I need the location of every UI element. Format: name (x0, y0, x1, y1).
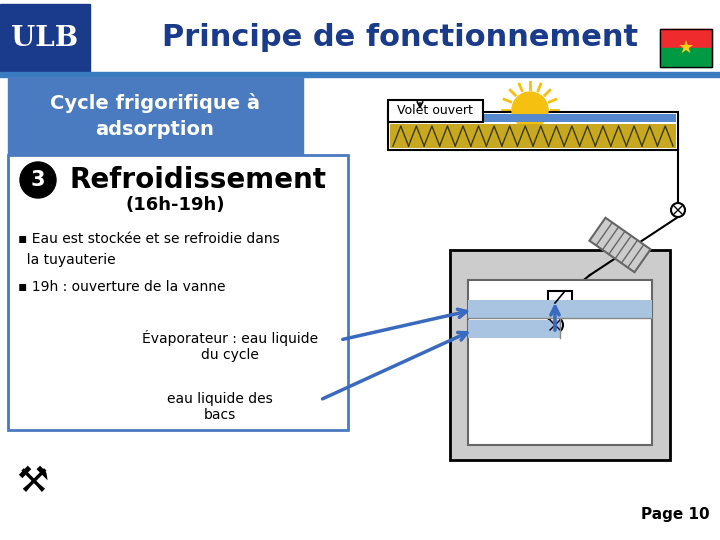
Bar (450, 250, 670, 460)
Bar (660, 29, 712, 67)
Bar (660, 29, 712, 48)
Text: ULB: ULB (12, 24, 78, 51)
Bar (8, 155, 348, 430)
Bar (8, 77, 303, 155)
Bar (390, 114, 676, 122)
Text: Cycle frigorifique à
adsorption: Cycle frigorifique à adsorption (50, 93, 260, 139)
Text: eau liquide des
bacs: eau liquide des bacs (167, 392, 273, 422)
Bar (0, 4, 90, 72)
Text: ★: ★ (678, 39, 694, 57)
Bar (468, 280, 652, 445)
Circle shape (547, 317, 563, 333)
Text: ▪ Eau est stockée et se refroidie dans
  la tuyauterie: ▪ Eau est stockée et se refroidie dans l… (18, 232, 280, 267)
Bar (0, 0, 720, 75)
Text: Évaporateur : eau liquide
du cycle: Évaporateur : eau liquide du cycle (142, 330, 318, 362)
Bar (390, 124, 676, 148)
Text: Volet ouvert: Volet ouvert (397, 105, 473, 118)
Bar (548, 291, 572, 303)
Bar (0, 72, 720, 77)
Circle shape (512, 92, 548, 128)
Bar (468, 320, 560, 338)
Polygon shape (590, 218, 651, 272)
Bar (660, 48, 712, 67)
Text: ⚒: ⚒ (16, 465, 48, 499)
Text: 3: 3 (31, 170, 45, 190)
Text: ▪ 19h : ouverture de la vanne: ▪ 19h : ouverture de la vanne (18, 280, 225, 294)
Text: Refroidissement: Refroidissement (70, 166, 327, 194)
Circle shape (20, 162, 56, 198)
Bar (468, 300, 652, 318)
Text: Principe de fonctionnement: Principe de fonctionnement (162, 24, 638, 52)
Bar (388, 112, 678, 150)
Text: Page 10: Page 10 (642, 507, 710, 522)
Bar (388, 100, 483, 122)
Circle shape (671, 203, 685, 217)
Text: (16h-19h): (16h-19h) (125, 196, 225, 214)
